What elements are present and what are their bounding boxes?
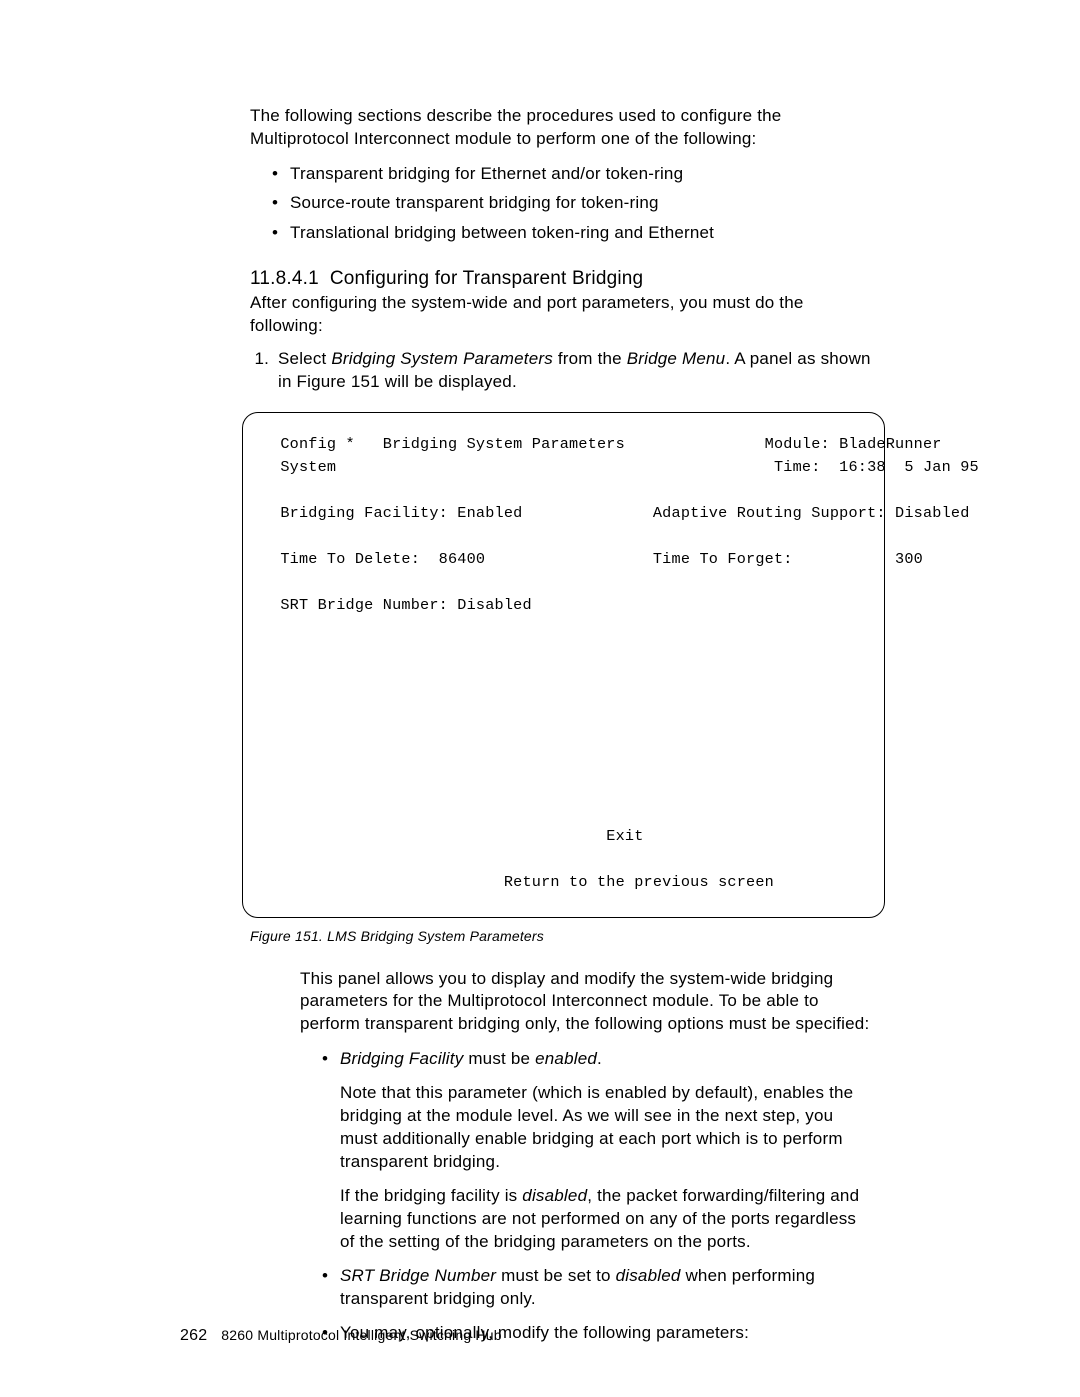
sub-paragraph: If the bridging facility is disabled, th… — [340, 1185, 875, 1254]
sub-italic: disabled — [522, 1186, 587, 1205]
option-italic: disabled — [616, 1266, 681, 1285]
bullet-item: Translational bridging between token-rin… — [290, 220, 875, 246]
section-heading: 11.8.4.1 Configuring for Transparent Bri… — [250, 268, 875, 290]
after-heading-paragraph: After configuring the system-wide and po… — [250, 292, 875, 338]
section-title: Configuring for Transparent Bridging — [330, 268, 643, 289]
intro-bullet-list: Transparent bridging for Ethernet and/or… — [250, 161, 875, 246]
panel-paragraph: This panel allows you to display and mod… — [300, 968, 875, 1037]
indented-content: This panel allows you to display and mod… — [250, 968, 875, 1345]
options-bullet-list: Bridging Facility must be enabled. Note … — [300, 1048, 875, 1344]
step-italic: Bridge Menu — [627, 349, 726, 368]
page-footer: 262 8260 Multiprotocol Intelligent Switch… — [180, 1327, 502, 1345]
sub-paragraph: Note that this parameter (which is enabl… — [340, 1082, 875, 1174]
page-number: 262 — [180, 1327, 207, 1344]
bullet-item: Source-route transparent bridging for to… — [290, 190, 875, 216]
bullet-item: Bridging Facility must be enabled. Note … — [340, 1048, 875, 1254]
bullet-item: Transparent bridging for Ethernet and/or… — [290, 161, 875, 187]
terminal-screen: Config * Bridging System Parameters Modu… — [242, 412, 885, 918]
option-italic: Bridging Facility — [340, 1049, 463, 1068]
option-italic: enabled — [535, 1049, 597, 1068]
option-text: . — [597, 1049, 602, 1068]
steps-list: Select Bridging System Parameters from t… — [250, 348, 875, 394]
footer-text: 8260 Multiprotocol Intelligent Switching… — [221, 1327, 501, 1343]
option-text: must be set to — [496, 1266, 615, 1285]
option-text: must be — [463, 1049, 535, 1068]
figure-caption: Figure 151. LMS Bridging System Paramete… — [250, 928, 875, 944]
page: The following sections describe the proc… — [0, 0, 1080, 1397]
terminal-content: Config * Bridging System Parameters Modu… — [271, 433, 856, 895]
bullet-item: SRT Bridge Number must be set to disable… — [340, 1265, 875, 1311]
step-italic: Bridging System Parameters — [331, 349, 553, 368]
step-item: Select Bridging System Parameters from t… — [274, 348, 875, 394]
option-italic: SRT Bridge Number — [340, 1266, 496, 1285]
section-number: 11.8.4.1 — [250, 268, 319, 289]
step-text: from the — [553, 349, 627, 368]
intro-paragraph: The following sections describe the proc… — [250, 105, 875, 151]
step-text: Select — [278, 349, 331, 368]
sub-text: If the bridging facility is — [340, 1186, 522, 1205]
